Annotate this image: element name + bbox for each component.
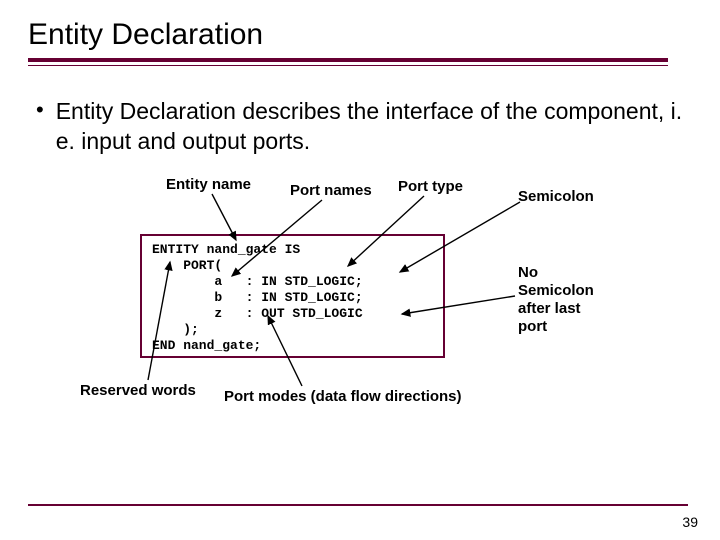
footer-rule xyxy=(28,504,688,506)
label-no-semicolon: No Semicolon after last port xyxy=(518,264,594,336)
page-number: 39 xyxy=(682,514,698,530)
no-semicolon-l1: No xyxy=(518,264,538,281)
bullet-row: • Entity Declaration describes the inter… xyxy=(0,68,720,156)
slide-title: Entity Declaration xyxy=(0,0,720,58)
label-port-type: Port type xyxy=(398,178,463,195)
label-port-names: Port names xyxy=(290,182,372,199)
label-port-modes: Port modes (data flow directions) xyxy=(224,388,462,405)
title-underline xyxy=(28,58,668,68)
label-reserved-words: Reserved words xyxy=(80,382,196,399)
code-block: ENTITY nand_gate IS PORT( a : IN STD_LOG… xyxy=(140,234,445,358)
bullet-text: Entity Declaration describes the interfa… xyxy=(56,96,692,156)
diagram-area: Entity name Port names Port type Semicol… xyxy=(0,156,720,456)
no-semicolon-l4: port xyxy=(518,318,547,335)
no-semicolon-l2: Semicolon xyxy=(518,282,594,299)
no-semicolon-l3: after last xyxy=(518,300,581,317)
label-entity-name: Entity name xyxy=(166,176,251,193)
bullet-dot: • xyxy=(36,96,44,156)
label-semicolon: Semicolon xyxy=(518,188,594,205)
